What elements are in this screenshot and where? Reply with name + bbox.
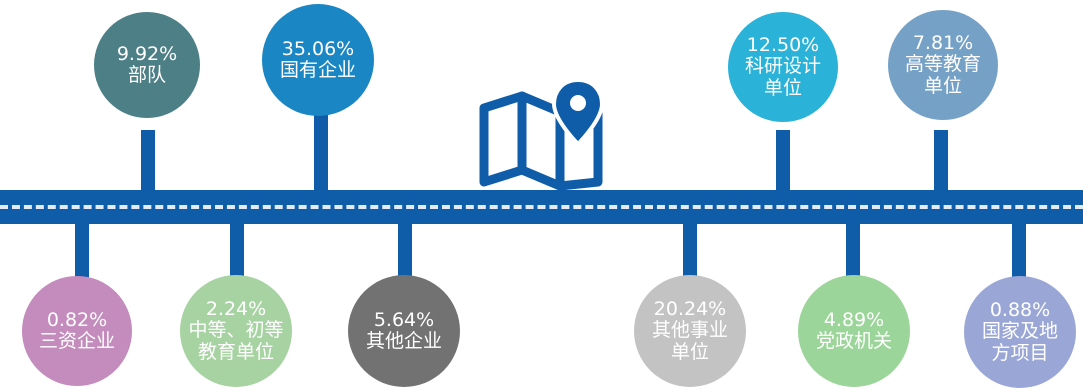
node-dangzheng-jiguan: 4.89% 党政机关 xyxy=(798,275,910,387)
node-percent: 9.92% xyxy=(116,42,178,65)
stem-guoyou-qiye xyxy=(314,115,328,192)
node-label: 部队 xyxy=(127,64,166,86)
node-label: 科研设计 单位 xyxy=(744,55,821,99)
node-label: 国有企业 xyxy=(279,59,356,81)
node-label: 其他事业 单位 xyxy=(651,319,728,363)
stem-guojia-xiangmu xyxy=(1012,222,1026,284)
stem-qita-qiye xyxy=(398,222,412,286)
stem-gaodeng-jiaoyu xyxy=(934,130,948,192)
stem-zhongdeng-jiaoyu xyxy=(230,222,244,284)
node-percent: 0.82% xyxy=(46,308,108,331)
node-guoyou-qiye: 35.06% 国有企业 xyxy=(262,4,374,116)
node-guojia-xiangmu: 0.88% 国家及地 方项目 xyxy=(964,276,1076,388)
node-gaodeng-jiaoyu: 7.81% 高等教育 单位 xyxy=(888,10,998,120)
node-zhongdeng-jiaoyu: 2.24% 中等、初等 教育单位 xyxy=(180,275,292,387)
node-label: 高等教育 单位 xyxy=(904,53,981,97)
node-label: 党政机关 xyxy=(815,330,892,352)
node-percent: 35.06% xyxy=(281,37,355,60)
node-qita-qiye: 5.64% 其他企业 xyxy=(348,275,460,387)
node-label: 中等、初等 教育单位 xyxy=(188,319,284,363)
node-label: 三资企业 xyxy=(38,330,115,352)
map-location-icon xyxy=(479,78,605,191)
road-lane-markings xyxy=(0,205,1083,209)
node-keyan-sheji: 12.50% 科研设计 单位 xyxy=(728,12,838,122)
stem-keyan-sheji xyxy=(776,130,790,192)
node-percent: 5.64% xyxy=(373,308,435,331)
node-label: 其他企业 xyxy=(365,330,442,352)
node-sanzi-qiye: 0.82% 三资企业 xyxy=(22,276,132,386)
node-qita-shiye: 20.24% 其他事业 单位 xyxy=(634,275,746,387)
node-label: 国家及地 方项目 xyxy=(981,320,1058,364)
stem-qita-shiye xyxy=(683,222,697,284)
node-percent: 20.24% xyxy=(653,298,727,321)
node-budui: 9.92% 部队 xyxy=(94,12,200,118)
stem-dangzheng-jiguan xyxy=(846,222,860,284)
node-percent: 4.89% xyxy=(823,308,885,331)
node-percent: 12.50% xyxy=(746,34,820,57)
node-percent: 7.81% xyxy=(912,32,974,55)
node-percent: 0.88% xyxy=(989,299,1051,322)
stem-budui xyxy=(141,130,155,192)
node-percent: 2.24% xyxy=(205,298,267,321)
